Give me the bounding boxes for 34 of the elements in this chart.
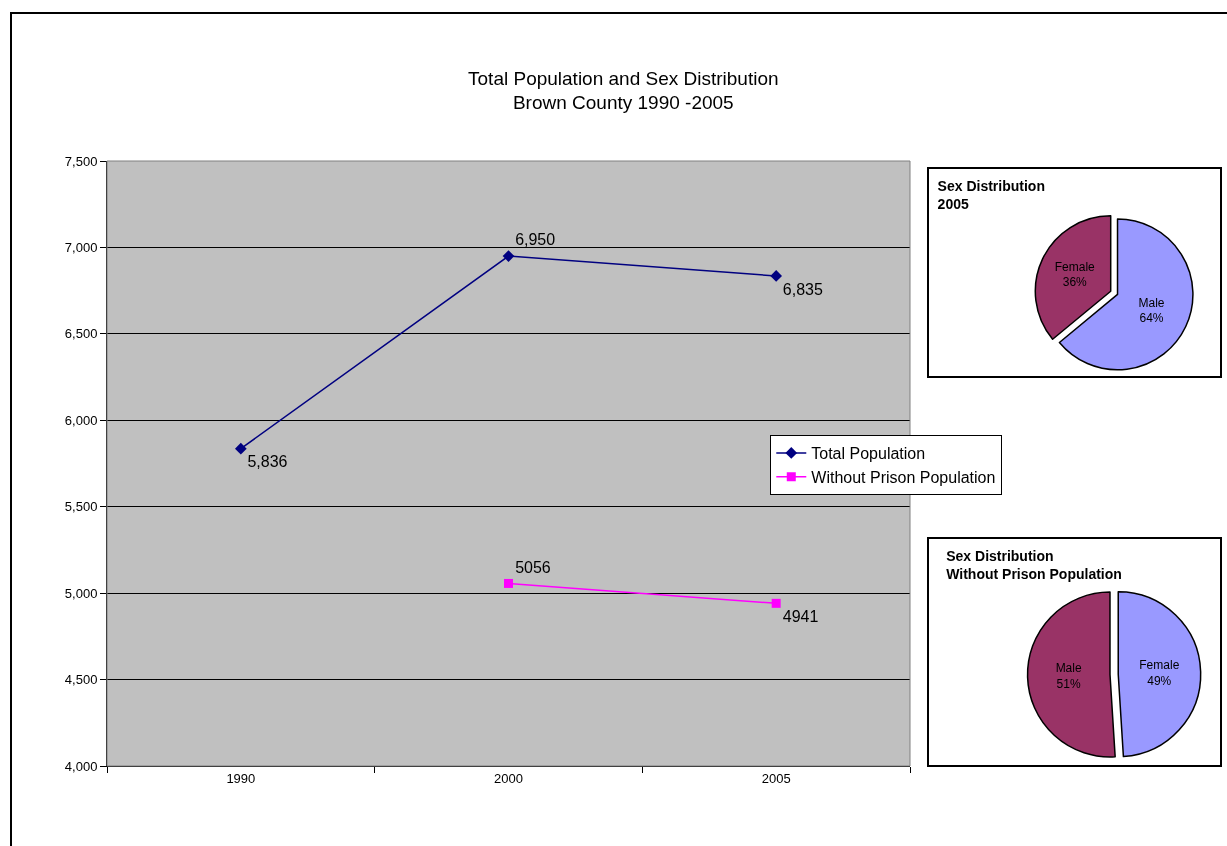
data-label: 6,835: [782, 280, 823, 298]
data-label: 5,836: [247, 453, 288, 471]
point: [504, 578, 513, 588]
chart-title: Sex Distribution 2005: [937, 178, 1045, 213]
y-tick-label: 5,000: [64, 585, 98, 601]
point: [502, 250, 515, 262]
x-tick-label: 2005: [761, 770, 791, 786]
data-label: 5056: [515, 558, 551, 576]
x-tick-label: 2000: [494, 770, 523, 786]
legend-label: Without Prison Population: [811, 469, 996, 487]
x-tick-label: 1990: [226, 770, 256, 786]
data-label: 36%: [1062, 275, 1088, 290]
point: [770, 270, 783, 282]
data-label: 51%: [1056, 676, 1081, 691]
y-tick-label: 5,500: [64, 499, 98, 515]
slice-label: Male: [1055, 661, 1082, 676]
y-tick-label: 6,000: [64, 412, 98, 428]
chart-title: Sex Distribution Without Prison Population: [946, 548, 1122, 583]
y-tick-label: 4,500: [64, 672, 98, 688]
point: [234, 442, 247, 455]
slice-label: Female: [1139, 658, 1180, 673]
point: [771, 598, 781, 608]
slice-label: Female: [1054, 259, 1096, 274]
y-tick-label: 7,000: [64, 239, 98, 255]
y-tick-label: 6,500: [64, 326, 98, 342]
data-label: 49%: [1147, 673, 1172, 688]
y-tick-label: 7,500: [64, 153, 98, 169]
legend-label: Total Population: [811, 445, 926, 463]
chart-title: Total Population and Sex Distribution Brown County 1990 -2005: [468, 67, 779, 114]
slice-label: Male: [1138, 295, 1165, 310]
data-label: 4941: [782, 607, 819, 625]
data-label: 64%: [1139, 311, 1164, 326]
data-label: 6,950: [515, 231, 556, 249]
y-tick-label: 4,000: [64, 758, 98, 774]
